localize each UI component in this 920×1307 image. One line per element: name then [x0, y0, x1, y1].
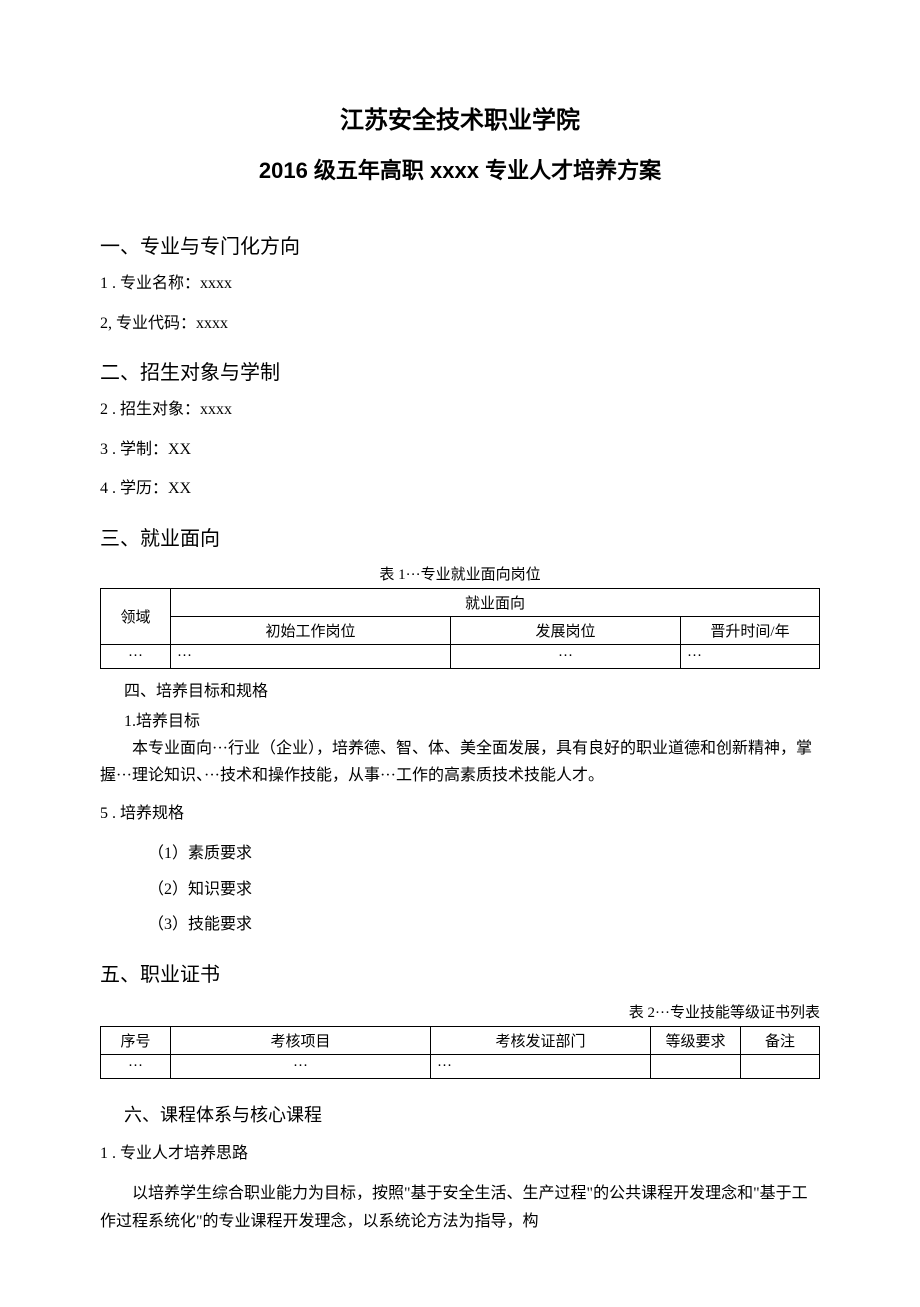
td-promotion: ··· [681, 644, 820, 668]
table-1-caption: 表 1···专业就业面向岗位 [100, 563, 820, 584]
td-issuer: ··· [431, 1054, 651, 1078]
th-exam-item: 考核项目 [171, 1026, 431, 1054]
major-code: 2, 专业代码：xxxx [100, 311, 820, 337]
th-issuer: 考核发证部门 [431, 1026, 651, 1054]
req-quality: （1）素质要求 [100, 841, 820, 867]
talent-training-idea-label: 1 . 专业人才培养思路 [100, 1141, 820, 1167]
section-6-heading: 六、课程体系与核心课程 [100, 1101, 820, 1127]
th-level-req: 等级要求 [651, 1026, 741, 1054]
td-domain: ··· [101, 644, 171, 668]
req-knowledge: （2）知识要求 [100, 877, 820, 903]
th-develop-job: 发展岗位 [451, 616, 681, 644]
title-main: 江苏安全技术职业学院 [100, 100, 820, 135]
req-skill: （3）技能要求 [100, 912, 820, 938]
section-3-heading: 三、就业面向 [100, 522, 820, 551]
training-target-para: 本专业面向···行业（企业），培养德、智、体、美全面发展，具有良好的职业道德和创… [100, 735, 820, 789]
talent-training-idea-para: 以培养学生综合职业能力为目标，按照"基于安全生活、生产过程"的公共课程开发理念和… [100, 1180, 820, 1234]
table-row: ··· ··· ··· ··· [101, 644, 820, 668]
school-system: 3 . 学制：XX [100, 437, 820, 463]
table-row: 序号 考核项目 考核发证部门 等级要求 备注 [101, 1026, 820, 1054]
major-name: 1 . 专业名称：xxxx [100, 271, 820, 297]
enrollment-target: 2 . 招生对象：xxxx [100, 397, 820, 423]
training-target-label: 1.培养目标 [100, 707, 820, 731]
th-domain: 领域 [101, 588, 171, 644]
th-promotion-time: 晋升时间/年 [681, 616, 820, 644]
td-remark [741, 1054, 820, 1078]
title-sub: 2016 级五年高职 xxxx 专业人才培养方案 [100, 153, 820, 185]
section-4-heading: 四、培养目标和规格 [100, 677, 820, 701]
td-seq: ··· [101, 1054, 171, 1078]
table-2-caption: 表 2···专业技能等级证书列表 [100, 1001, 820, 1022]
table-employment: 领域 就业面向 初始工作岗位 发展岗位 晋升时间/年 ··· ··· ··· ·… [100, 588, 820, 669]
td-level-req [651, 1054, 741, 1078]
degree: 4 . 学历：XX [100, 476, 820, 502]
td-develop: ··· [451, 644, 681, 668]
th-employment-direction: 就业面向 [171, 588, 820, 616]
section-2-heading: 二、招生对象与学制 [100, 356, 820, 385]
section-1-heading: 一、专业与专门化方向 [100, 230, 820, 259]
th-seq: 序号 [101, 1026, 171, 1054]
td-exam-item: ··· [171, 1054, 431, 1078]
table-row: 初始工作岗位 发展岗位 晋升时间/年 [101, 616, 820, 644]
training-spec-label: 5 . 培养规格 [100, 801, 820, 827]
table-row: ··· ··· ··· [101, 1054, 820, 1078]
table-certificate: 序号 考核项目 考核发证部门 等级要求 备注 ··· ··· ··· [100, 1026, 820, 1079]
th-remark: 备注 [741, 1026, 820, 1054]
th-initial-job: 初始工作岗位 [171, 616, 451, 644]
td-initial: ··· [171, 644, 451, 668]
section-5-heading: 五、职业证书 [100, 958, 820, 987]
table-row: 领域 就业面向 [101, 588, 820, 616]
